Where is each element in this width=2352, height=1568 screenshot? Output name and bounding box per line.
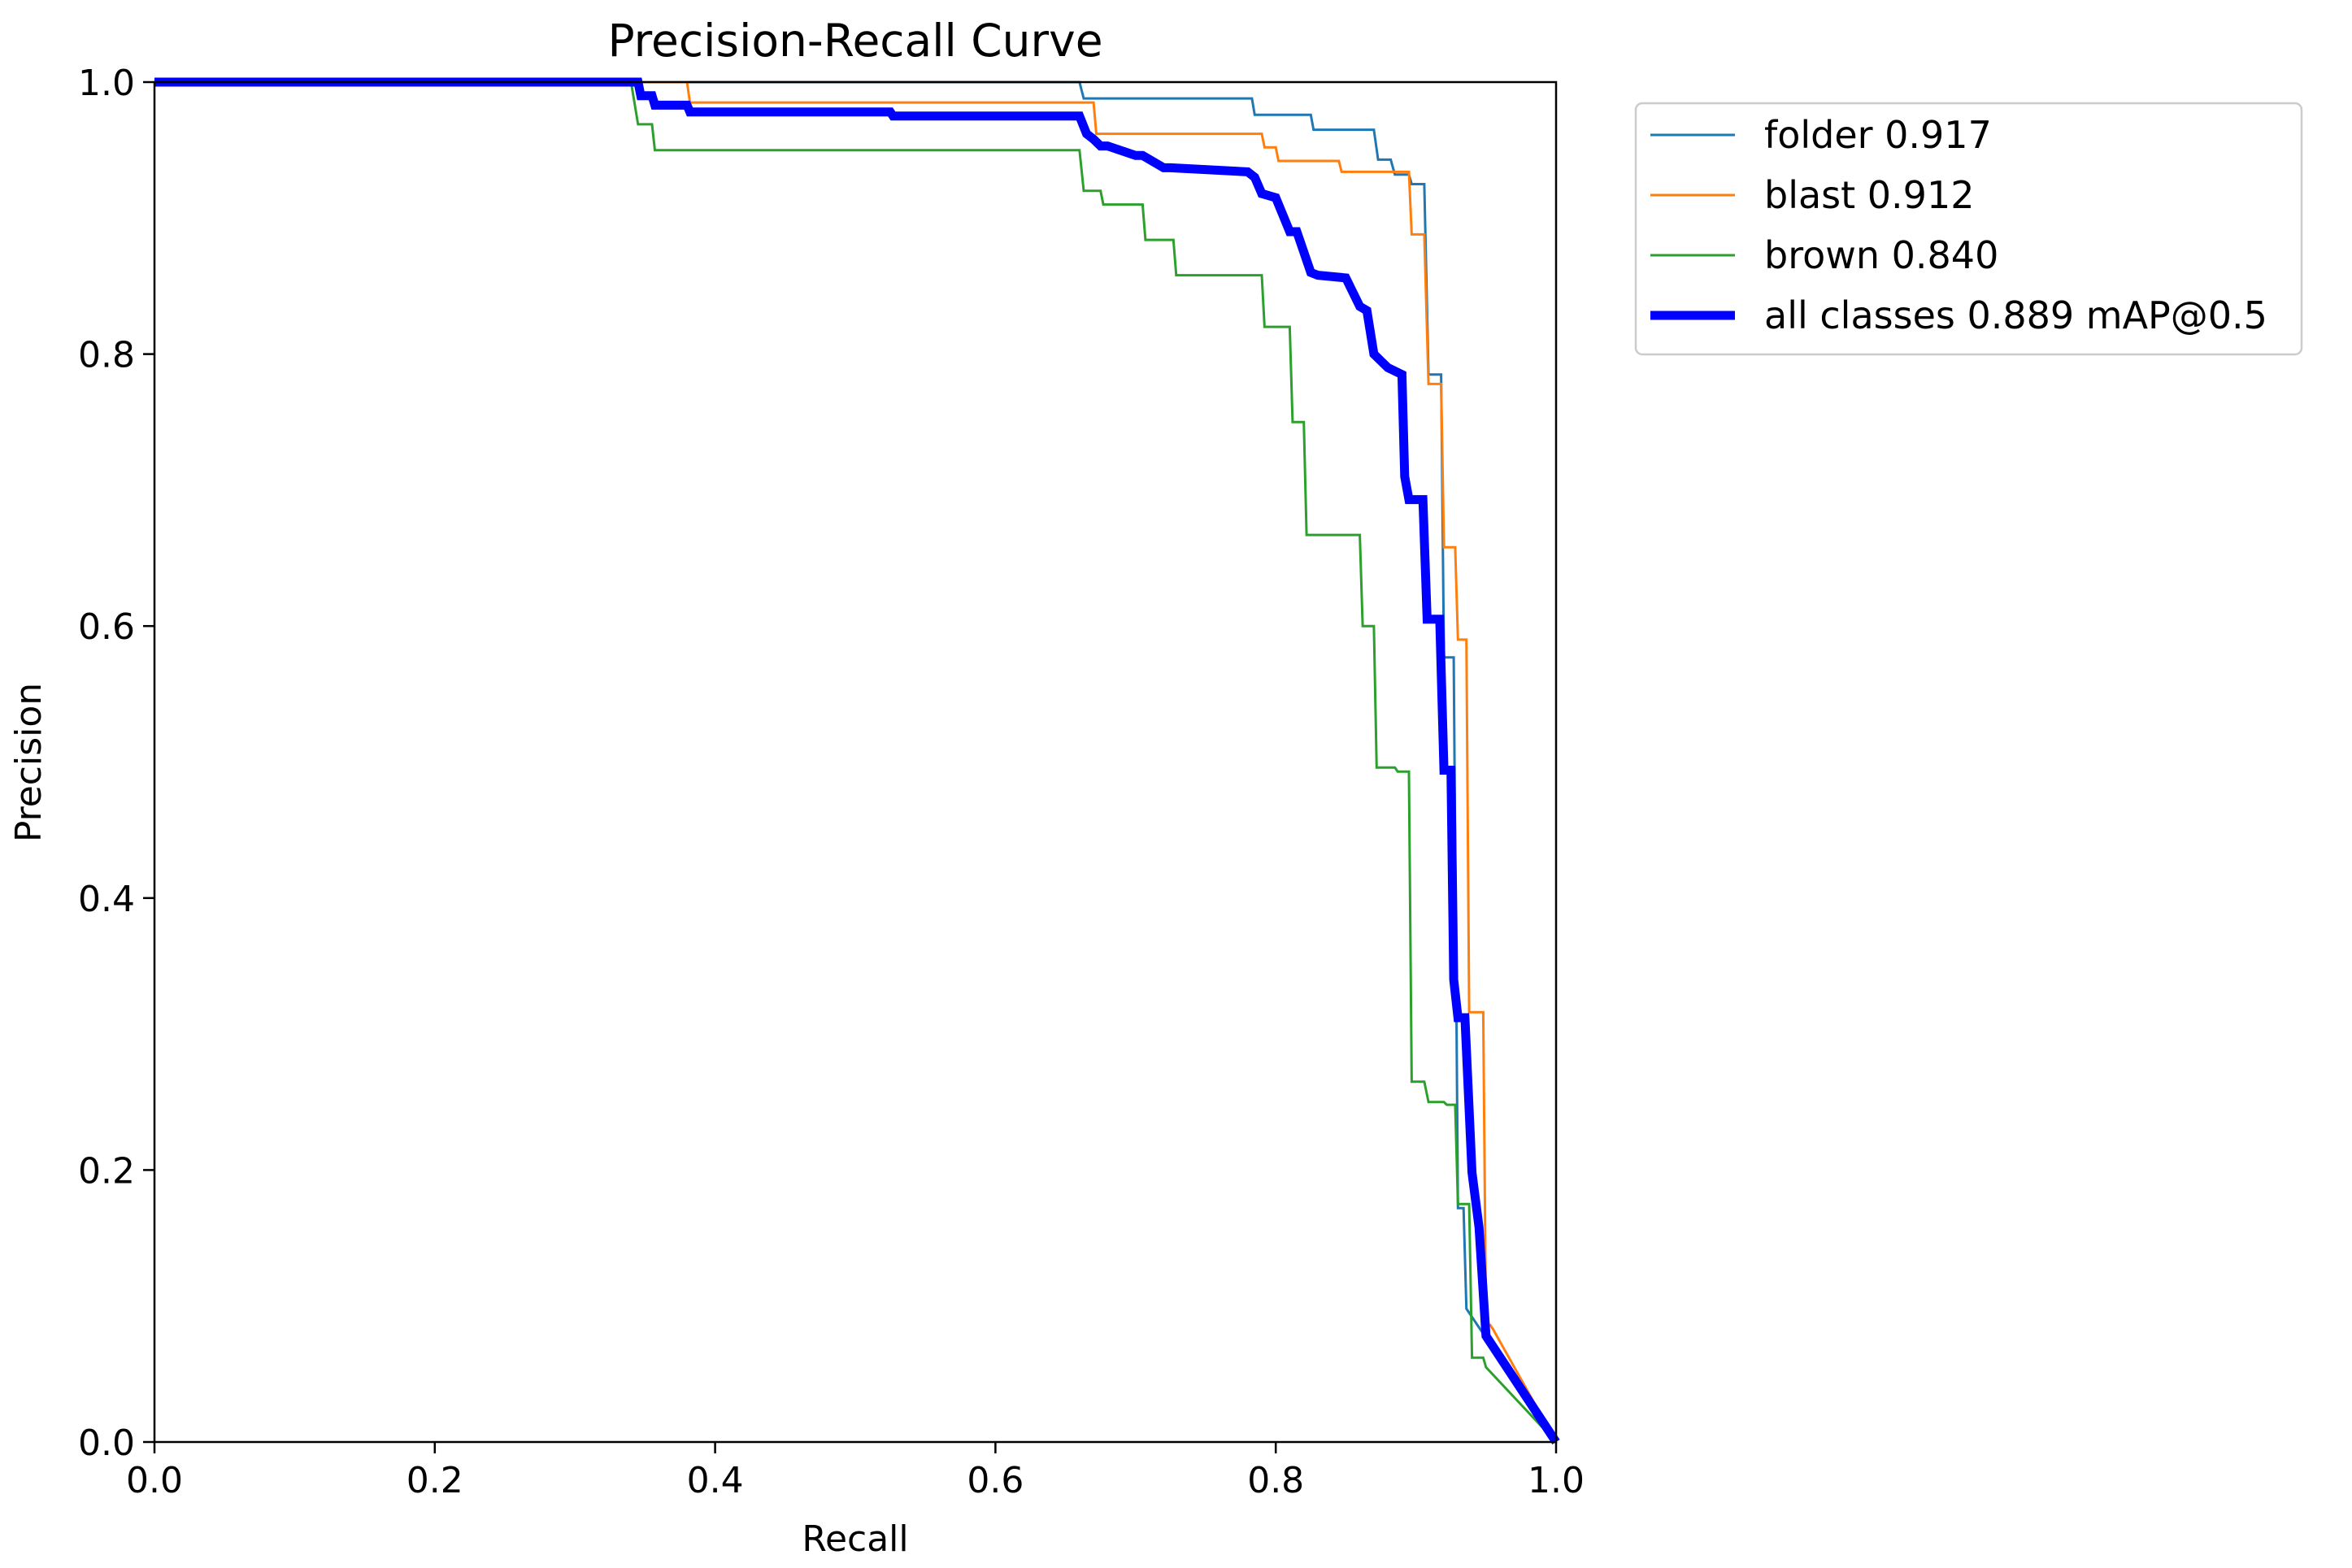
- x-tick-label: 0.6: [967, 1460, 1024, 1501]
- plot-background: [154, 82, 1556, 1442]
- legend-label-blast: blast 0.912: [1764, 173, 1974, 217]
- x-tick-label: 0.2: [406, 1460, 463, 1501]
- plot-frame: [153, 80, 1558, 1444]
- legend-label-brown: brown 0.840: [1764, 233, 1998, 277]
- series-line-blast: [154, 80, 1558, 1443]
- x-tick-label: 0.8: [1247, 1460, 1304, 1501]
- legend-box: [1634, 102, 2303, 356]
- y-tick-label: 0.8: [78, 335, 135, 376]
- x-tick-label: 0.4: [687, 1460, 744, 1501]
- y-axis-label: Precision: [8, 683, 50, 842]
- series-line-brown: [154, 80, 1558, 1444]
- x-tick-label: 0.0: [126, 1460, 183, 1501]
- legend: folder 0.917 blast 0.912 brown 0.840 all cl…: [1634, 102, 2303, 356]
- y-tick-label: 0.2: [78, 1150, 135, 1192]
- series-line-all-classes: [154, 77, 1560, 1445]
- y-axis-ticks: 0.0 0.2 0.4 0.6 0.8 1.0: [78, 63, 154, 1464]
- y-tick-label: 0.4: [78, 879, 135, 920]
- x-axis-label: Recall: [802, 1518, 908, 1560]
- x-tick-label: 1.0: [1528, 1460, 1585, 1501]
- legend-label-all-classes: all classes 0.889 mAP@0.5: [1764, 293, 2267, 337]
- series-layer: [154, 77, 1560, 1445]
- x-axis-ticks: 0.0 0.2 0.4 0.6 0.8 1.0: [126, 1442, 1585, 1501]
- y-tick-label: 1.0: [78, 63, 135, 104]
- legend-label-folder: folder 0.917: [1764, 113, 1992, 157]
- legend-items: folder 0.917 blast 0.912 brown 0.840 all cl…: [1650, 113, 2267, 337]
- y-tick-label: 0.6: [78, 606, 135, 648]
- y-tick-label: 0.0: [78, 1422, 135, 1464]
- chart-title: Precision-Recall Curve: [607, 15, 1102, 67]
